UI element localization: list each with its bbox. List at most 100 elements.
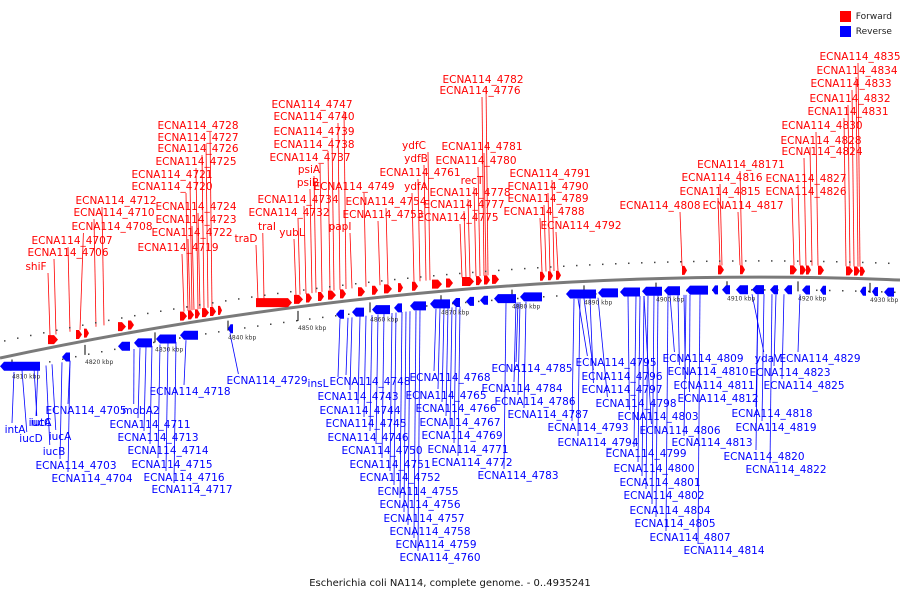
reverse-gene-label: ECNA114_4818 <box>731 408 812 420</box>
forward-gene-label: ECNA114_4738 <box>273 139 354 151</box>
reverse-gene-arrow <box>770 285 778 295</box>
reverse-leader-line <box>797 294 801 353</box>
forward-leader-line <box>857 62 861 267</box>
forward-leader-line <box>363 192 367 287</box>
track-dot <box>121 317 123 319</box>
track-dot <box>615 263 617 265</box>
forward-leader-line <box>181 253 185 312</box>
reverse-gene-label: ECNA114_4760 <box>399 552 480 564</box>
forward-gene-arrow <box>218 305 222 315</box>
gene-arrows <box>0 265 894 371</box>
forward-leader-line <box>93 218 97 327</box>
track-dot <box>881 291 883 293</box>
track-dot <box>433 275 435 277</box>
reverse-gene-label: ECNA114_4765 <box>405 390 486 402</box>
track-dot <box>816 289 818 292</box>
reverse-leader-line <box>183 340 187 386</box>
forward-gene-label: ECNA114_4776 <box>439 85 520 97</box>
forward-gene-label: ECNA114_4782 <box>442 74 523 86</box>
forward-gene-arrow <box>202 308 209 318</box>
forward-leader-line <box>195 167 199 310</box>
reverse-gene-label: ECNA114_4803 <box>617 411 698 423</box>
reverse-gene-label: ECNA114_4795 <box>575 357 656 369</box>
scale-tick-label: 4820 kbp <box>85 359 113 366</box>
reverse-gene-arrow <box>642 286 662 296</box>
reverse-gene-arrow <box>352 307 364 317</box>
forward-leader-line <box>187 238 191 311</box>
reverse-gene-label: ECNA114_4811 <box>673 380 754 392</box>
forward-leader-line <box>543 204 547 272</box>
forward-gene-arrow <box>358 287 365 297</box>
forward-gene-label: ECNA114_4721 <box>131 169 212 181</box>
forward-gene-label: ydfB <box>404 153 428 165</box>
forward-gene-arrow <box>188 310 194 320</box>
forward-gene-arrow <box>846 266 853 276</box>
track-dot <box>186 306 188 308</box>
track-dot <box>335 315 337 317</box>
reverse-gene-arrow <box>156 334 176 344</box>
forward-gene-arrow <box>818 265 824 275</box>
forward-leader-line <box>739 170 743 266</box>
reverse-leader-line <box>755 294 759 451</box>
forward-leader-line <box>255 244 259 301</box>
track-dot <box>868 290 870 293</box>
reverse-leader-line <box>67 360 71 473</box>
forward-leader-line <box>327 150 331 291</box>
forward-gene-label: ECNA114_4817 <box>702 200 783 212</box>
forward-gene-label: ECNA114_4792 <box>540 220 621 232</box>
forward-leader-line <box>815 131 819 266</box>
forward-gene-arrow <box>740 265 745 275</box>
track-dot <box>836 261 838 263</box>
track-dot <box>842 290 844 292</box>
track-dot <box>894 291 896 294</box>
reverse-gene-label: mobA2 <box>122 405 159 417</box>
forward-gene-label: ECNA114_48171 <box>697 159 785 171</box>
forward-gene-label: ECNA114_4824 <box>781 146 862 158</box>
reverse-gene-label: iutA <box>31 417 53 429</box>
track-dot <box>420 276 422 278</box>
forward-leader-line <box>473 186 477 277</box>
track-dot <box>550 266 552 268</box>
forward-gene-label: ECNA114_4723 <box>155 214 236 226</box>
reverse-gene-arrow <box>712 285 718 295</box>
scale-tick-label: 4850 kbp <box>298 325 326 332</box>
forward-leader-line <box>385 207 389 285</box>
reverse-gene-arrow <box>884 287 894 297</box>
forward-leader-line <box>79 232 84 330</box>
reverse-gene-arrow <box>180 330 198 340</box>
reverse-swatch <box>839 26 851 37</box>
forward-gene-label: ECNA114_4724 <box>155 201 236 213</box>
reverse-leader-line <box>645 295 649 490</box>
track-dot <box>348 313 350 316</box>
forward-leader-line <box>337 122 341 290</box>
forward-leader-line <box>297 218 301 295</box>
forward-gene-label: traI <box>258 221 276 233</box>
reverse-gene-label: ECNA114_4810 <box>667 366 748 378</box>
reverse-gene-label: ECNA114_4759 <box>395 539 476 551</box>
reverse-leader-line <box>399 311 403 499</box>
track-dot <box>823 260 825 263</box>
track-dot <box>680 261 682 263</box>
reverse-gene-arrow <box>336 309 344 319</box>
reverse-leader-line <box>173 341 177 484</box>
forward-gene-label: ECNA114_4833 <box>810 78 891 90</box>
track-dot <box>342 284 344 287</box>
track-dot <box>147 312 149 315</box>
forward-leader-line <box>189 180 193 311</box>
reverse-leader-line <box>627 296 630 411</box>
forward-leader-line <box>101 206 105 326</box>
reverse-leader-line <box>669 295 675 353</box>
reverse-gene-label: ECNA114_4800 <box>613 463 694 475</box>
reverse-gene-arrow <box>430 299 450 309</box>
forward-leader-line <box>851 89 855 267</box>
forward-gene-label: psiB <box>297 177 319 189</box>
track-dot <box>465 301 467 304</box>
reverse-leader-line <box>389 312 393 472</box>
reverse-gene-label: iucC <box>29 417 52 429</box>
forward-leader-line <box>717 197 721 266</box>
reverse-gene-label: ECNA114_4784 <box>481 383 562 395</box>
forward-leader-line <box>547 192 551 272</box>
reverse-leader-line <box>513 302 517 383</box>
forward-gene-arrow <box>446 278 453 288</box>
